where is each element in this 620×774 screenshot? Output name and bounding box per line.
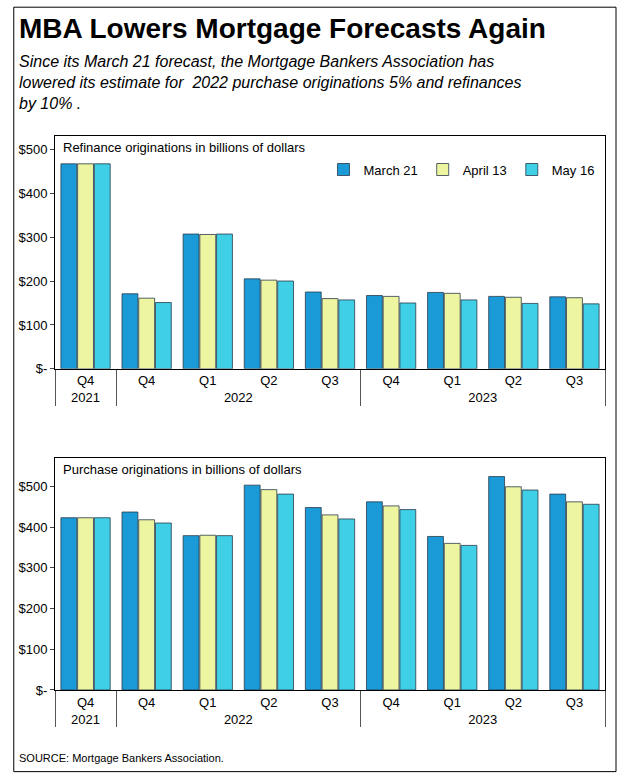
- svg-text:$-: $-: [36, 683, 48, 698]
- svg-text:Q4: Q4: [138, 373, 155, 388]
- svg-text:Q2: Q2: [260, 373, 277, 388]
- svg-text:MBA Lowers Mortgage Forecasts: MBA Lowers Mortgage Forecasts Again: [19, 13, 546, 44]
- svg-text:Purchase originations in billi: Purchase originations in billions of dol…: [63, 462, 302, 477]
- svg-text:$200: $200: [18, 601, 47, 616]
- svg-text:2023: 2023: [468, 712, 497, 727]
- svg-text:Q2: Q2: [260, 695, 277, 710]
- svg-text:Q3: Q3: [321, 695, 338, 710]
- svg-text:Q4: Q4: [138, 695, 155, 710]
- svg-text:$400: $400: [18, 520, 47, 535]
- svg-text:Q1: Q1: [199, 695, 216, 710]
- svg-text:$500: $500: [18, 479, 47, 494]
- svg-text:Q1: Q1: [444, 695, 461, 710]
- svg-text:Q3: Q3: [566, 373, 583, 388]
- svg-text:Q2: Q2: [505, 695, 522, 710]
- svg-text:Q1: Q1: [444, 373, 461, 388]
- svg-text:$300: $300: [18, 230, 47, 245]
- svg-text:Since its March 21 forecast, t: Since its March 21 forecast, the Mortgag…: [19, 53, 522, 112]
- svg-text:2023: 2023: [468, 390, 497, 405]
- svg-text:2021: 2021: [71, 712, 100, 727]
- svg-text:2022: 2022: [224, 390, 253, 405]
- svg-text:Refinance originations in bill: Refinance originations in billions of do…: [63, 140, 306, 155]
- svg-text:Q3: Q3: [566, 695, 583, 710]
- svg-text:Q4: Q4: [77, 695, 94, 710]
- svg-text:Q2: Q2: [505, 373, 522, 388]
- svg-text:SOURCE: Mortgage Bankers Assoc: SOURCE: Mortgage Bankers Association.: [19, 752, 224, 764]
- svg-text:$500: $500: [18, 142, 47, 157]
- svg-text:$-: $-: [36, 361, 48, 376]
- svg-text:$400: $400: [18, 186, 47, 201]
- svg-text:2021: 2021: [71, 390, 100, 405]
- svg-text:2022: 2022: [224, 712, 253, 727]
- svg-text:March 21: March 21: [364, 163, 418, 178]
- svg-text:$300: $300: [18, 560, 47, 575]
- svg-text:Q4: Q4: [382, 695, 399, 710]
- svg-text:Q1: Q1: [199, 373, 216, 388]
- svg-text:April 13: April 13: [463, 163, 507, 178]
- svg-text:$100: $100: [18, 317, 47, 332]
- svg-text:Q3: Q3: [321, 373, 338, 388]
- svg-text:Q4: Q4: [77, 373, 94, 388]
- svg-text:Q4: Q4: [382, 373, 399, 388]
- svg-text:$100: $100: [18, 642, 47, 657]
- svg-text:$200: $200: [18, 274, 47, 289]
- svg-text:May 16: May 16: [552, 163, 595, 178]
